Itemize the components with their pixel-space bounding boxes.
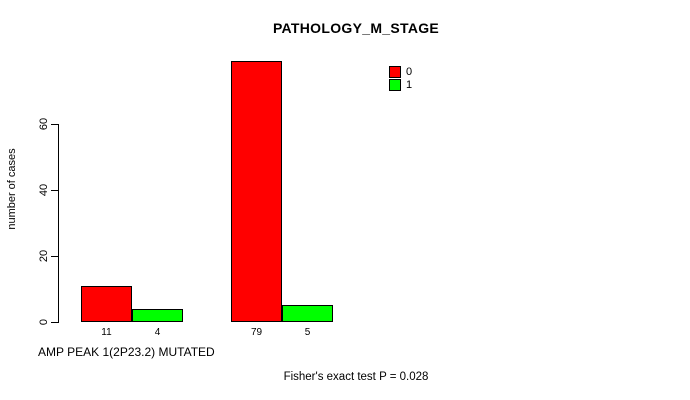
y-axis-tick-label: 40: [38, 183, 50, 197]
y-axis-tick: [51, 124, 58, 125]
y-axis-tick: [51, 322, 58, 323]
x-axis-label: AMP PEAK 1(2P23.2) MUTATED: [38, 345, 215, 359]
bar-count-label: 4: [154, 327, 161, 338]
legend-swatch-icon: [389, 79, 401, 91]
bar-count-label: 79: [250, 327, 263, 338]
legend-label: 1: [406, 79, 413, 91]
legend-swatch-icon: [389, 66, 401, 78]
bar-series1-group1: [132, 309, 183, 322]
y-axis-tick-label: 20: [38, 249, 50, 263]
bar-series0-group1: [81, 286, 132, 322]
fisher-test-footnote: Fisher's exact test P = 0.028: [283, 371, 429, 383]
bar-count-label: 5: [304, 327, 311, 338]
y-axis-tick: [51, 256, 58, 257]
y-axis-tick-label: 60: [38, 117, 50, 131]
bar-series0-group2: [231, 61, 282, 322]
legend-label: 0: [406, 66, 413, 78]
bar-count-label: 11: [101, 327, 112, 338]
y-axis-line: [58, 124, 59, 323]
y-axis-title: number of cases: [6, 148, 18, 230]
y-axis-tick: [51, 190, 58, 191]
bar-series1-group2: [282, 305, 333, 322]
legend-item: 1: [389, 79, 412, 91]
y-axis-tick-label: 0: [38, 318, 50, 326]
legend-item: 0: [389, 66, 412, 78]
chart-title: PATHOLOGY_M_STAGE: [272, 20, 440, 36]
